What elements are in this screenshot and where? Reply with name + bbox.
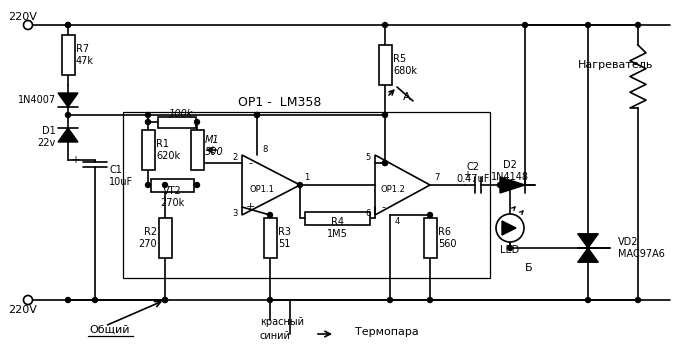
Polygon shape [578, 248, 598, 262]
Circle shape [146, 119, 150, 124]
Circle shape [585, 23, 591, 28]
Bar [62, 35, 74, 75]
Circle shape [195, 182, 200, 187]
Text: R3
51: R3 51 [278, 227, 291, 249]
Text: R2
270: R2 270 [139, 227, 157, 249]
Text: VD2
MAC97A6: VD2 MAC97A6 [618, 237, 665, 259]
Circle shape [162, 182, 167, 187]
Circle shape [66, 23, 71, 28]
Circle shape [636, 297, 640, 302]
Bar [190, 130, 204, 170]
Text: R6
560: R6 560 [438, 227, 456, 249]
Circle shape [195, 119, 200, 124]
Text: 7: 7 [434, 174, 440, 182]
Polygon shape [58, 93, 78, 107]
Text: R7
47k: R7 47k [76, 44, 94, 66]
Text: +: + [463, 170, 471, 180]
Text: M1
500: M1 500 [205, 135, 224, 157]
Circle shape [162, 297, 167, 302]
Circle shape [267, 297, 272, 302]
Text: +: + [378, 158, 388, 168]
Text: D2
1N4148: D2 1N4148 [491, 160, 529, 182]
Circle shape [66, 23, 71, 28]
Text: синий: синий [260, 331, 291, 341]
Circle shape [428, 297, 433, 302]
Text: 220V: 220V [8, 12, 37, 22]
Text: C2
0.47uF: C2 0.47uF [456, 162, 490, 184]
Text: Термопара: Термопара [355, 327, 419, 337]
Circle shape [24, 296, 32, 305]
Text: 1: 1 [304, 174, 309, 182]
Circle shape [496, 214, 524, 242]
Text: 8: 8 [262, 145, 267, 154]
Text: 5: 5 [365, 153, 371, 162]
Bar [158, 218, 172, 258]
Polygon shape [578, 234, 598, 248]
Circle shape [267, 213, 272, 218]
Text: 220V: 220V [8, 305, 37, 315]
Circle shape [636, 23, 640, 28]
Text: R1
620k: R1 620k [156, 139, 180, 161]
Text: -: - [248, 158, 252, 168]
Circle shape [24, 20, 32, 29]
Text: OP1.1: OP1.1 [250, 185, 274, 194]
Text: -: - [381, 202, 385, 212]
Text: Б: Б [525, 263, 533, 273]
Bar [424, 218, 437, 258]
Circle shape [255, 112, 260, 118]
Circle shape [382, 161, 388, 166]
Text: +: + [245, 202, 255, 212]
Bar [151, 178, 194, 191]
Text: Нагреватель: Нагреватель [578, 60, 653, 70]
Bar [141, 130, 155, 170]
Bar [263, 218, 276, 258]
Circle shape [382, 112, 388, 118]
Circle shape [508, 245, 512, 250]
Text: OP1 -  LM358: OP1 - LM358 [238, 95, 322, 108]
Circle shape [585, 297, 591, 302]
Text: D1
22v: D1 22v [38, 126, 56, 148]
Circle shape [508, 182, 512, 187]
Circle shape [388, 297, 393, 302]
Text: красный: красный [260, 317, 304, 327]
Circle shape [382, 23, 388, 28]
Text: OP1.2: OP1.2 [381, 185, 405, 194]
Text: 4: 4 [395, 217, 400, 226]
Polygon shape [502, 221, 516, 235]
Circle shape [522, 23, 528, 28]
Bar [158, 116, 195, 127]
Circle shape [92, 297, 97, 302]
Text: 1N4007: 1N4007 [18, 95, 56, 105]
Text: LED: LED [500, 245, 519, 255]
Bar [123, 112, 490, 278]
Text: A: A [403, 92, 411, 102]
Bar [305, 211, 370, 225]
Circle shape [66, 297, 71, 302]
Text: 6: 6 [365, 209, 371, 218]
Text: 3: 3 [232, 209, 238, 218]
Circle shape [66, 112, 71, 118]
Text: 2: 2 [232, 153, 238, 162]
Text: R5
680k: R5 680k [393, 54, 417, 76]
Circle shape [298, 182, 302, 187]
Circle shape [146, 182, 150, 187]
Text: C1
10uF: C1 10uF [109, 165, 133, 187]
Circle shape [162, 297, 167, 302]
Text: Общий: Общий [90, 325, 130, 335]
Bar [379, 45, 391, 85]
Circle shape [428, 213, 433, 218]
Circle shape [255, 112, 260, 118]
Circle shape [146, 112, 150, 118]
Polygon shape [58, 128, 78, 142]
Polygon shape [500, 177, 525, 193]
Text: 100k: 100k [168, 109, 193, 119]
Circle shape [382, 161, 388, 166]
Text: VT2
270k: VT2 270k [160, 186, 185, 208]
Circle shape [498, 182, 503, 187]
Text: +: + [71, 155, 79, 165]
Text: R4
1M5: R4 1M5 [327, 217, 348, 239]
